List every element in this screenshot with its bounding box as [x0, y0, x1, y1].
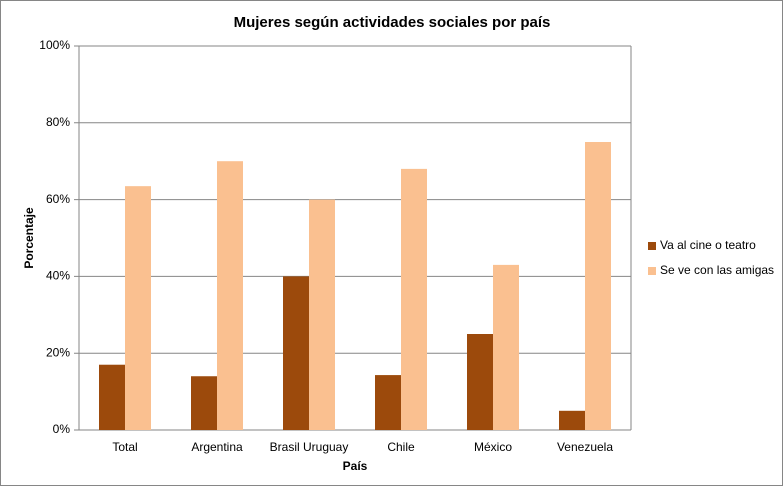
- y-tick-label: 80%: [46, 115, 70, 129]
- bar: [467, 334, 493, 430]
- bar: [585, 142, 611, 430]
- y-tick-label: 100%: [39, 38, 70, 52]
- y-tick-label: 20%: [46, 345, 70, 359]
- bar: [125, 186, 151, 430]
- bar: [217, 161, 243, 430]
- x-tick-label: Argentina: [191, 440, 243, 454]
- legend-label: Va al cine o teatro: [660, 238, 756, 252]
- chart-title: Mujeres según actividades sociales por p…: [234, 14, 551, 31]
- x-tick-label: México: [474, 440, 512, 454]
- x-tick-label: Chile: [387, 440, 415, 454]
- legend-swatch: [648, 267, 656, 275]
- bar: [99, 364, 125, 430]
- y-tick-label: 0%: [53, 422, 71, 436]
- bar: [191, 376, 217, 430]
- bar: [283, 276, 309, 430]
- x-tick-label: Brasil Uruguay: [270, 440, 349, 454]
- x-tick-label: Venezuela: [557, 440, 613, 454]
- y-tick-label: 60%: [46, 192, 70, 206]
- bar: [375, 375, 401, 430]
- bar: [493, 264, 519, 430]
- legend-swatch: [648, 242, 656, 250]
- x-axis-label: País: [343, 459, 368, 473]
- y-axis-label: Porcentaje: [22, 207, 36, 269]
- legend-label: Se ve con las amigas: [660, 263, 774, 277]
- bar: [309, 199, 335, 430]
- bar: [559, 410, 585, 430]
- bar: [401, 168, 427, 430]
- x-tick-label: Total: [112, 440, 137, 454]
- y-tick-label: 40%: [46, 269, 70, 283]
